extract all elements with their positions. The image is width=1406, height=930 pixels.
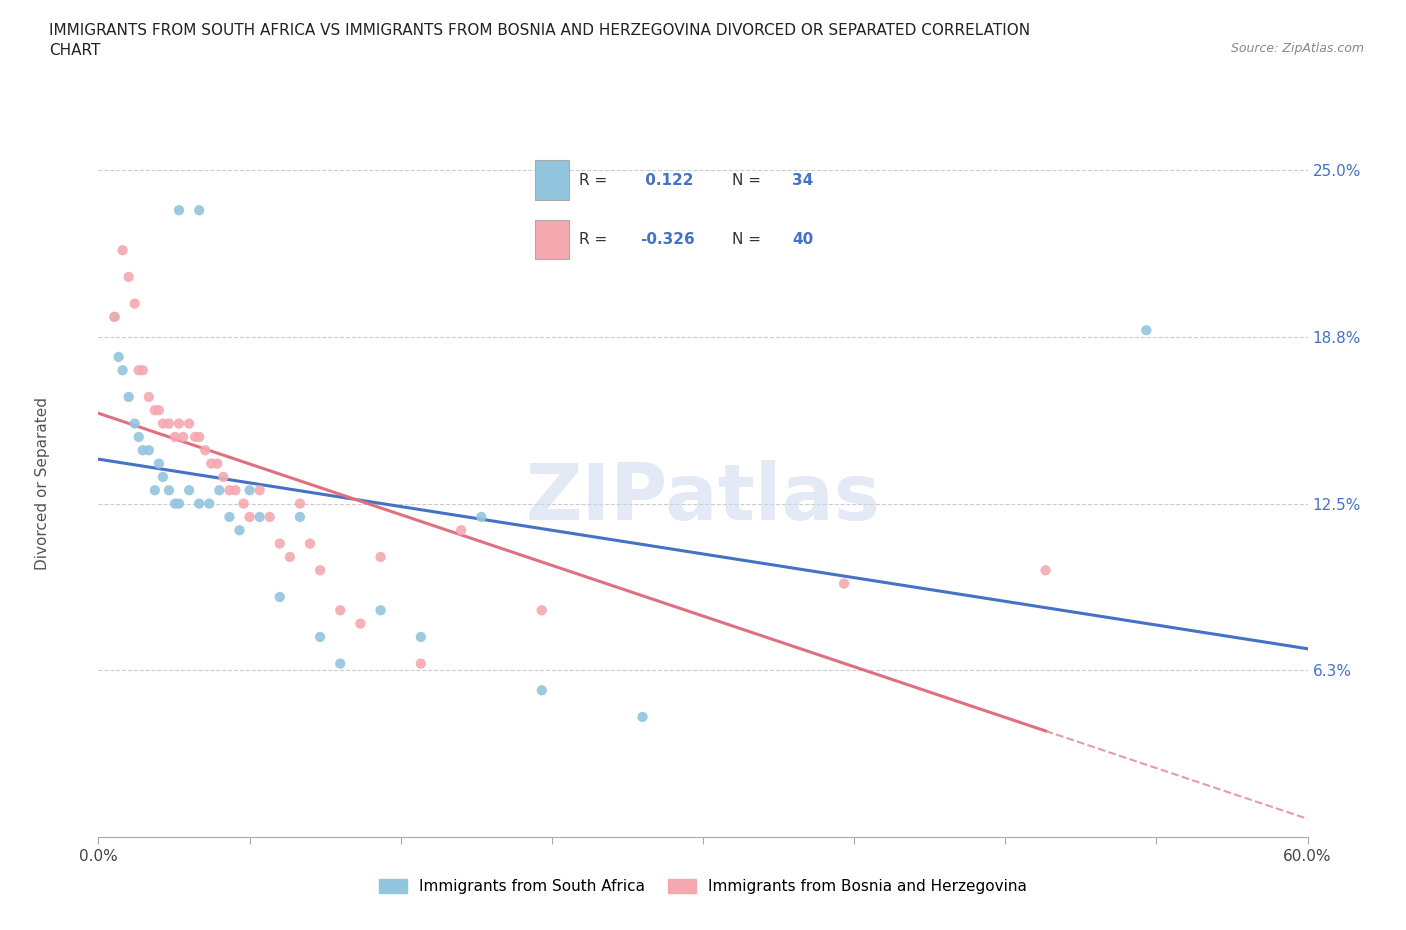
Point <box>409 657 432 671</box>
Point <box>309 630 332 644</box>
Point <box>288 510 311 525</box>
Point <box>172 430 194 445</box>
Point <box>329 657 352 671</box>
Point <box>228 523 250 538</box>
Point <box>309 563 332 578</box>
Point <box>148 456 170 471</box>
Point <box>249 483 271 498</box>
Point <box>349 617 371 631</box>
Point <box>239 510 262 525</box>
Point <box>103 310 125 325</box>
Point <box>179 483 201 498</box>
Point <box>530 683 553 698</box>
Point <box>167 497 190 512</box>
Point <box>450 523 472 538</box>
Point <box>124 416 146 431</box>
Point <box>198 497 221 512</box>
Point <box>107 350 129 365</box>
Point <box>409 630 432 644</box>
Point <box>152 470 174 485</box>
Point <box>138 443 160 458</box>
Point <box>132 443 155 458</box>
Point <box>143 483 166 498</box>
Point <box>208 483 231 498</box>
Point <box>118 270 141 285</box>
Point <box>143 403 166 418</box>
Point <box>370 550 392 565</box>
Text: Source: ZipAtlas.com: Source: ZipAtlas.com <box>1230 42 1364 55</box>
Point <box>132 363 155 378</box>
Point <box>239 483 262 498</box>
Point <box>163 430 186 445</box>
Point <box>288 497 311 512</box>
Point <box>259 510 281 525</box>
Point <box>152 416 174 431</box>
Point <box>138 390 160 405</box>
Point <box>188 497 211 512</box>
Point <box>111 243 134 258</box>
Point <box>249 510 271 525</box>
Point <box>157 483 180 498</box>
Point <box>269 590 291 604</box>
Point <box>278 550 301 565</box>
Point <box>188 203 211 218</box>
Point <box>218 483 240 498</box>
Legend: Immigrants from South Africa, Immigrants from Bosnia and Herzegovina: Immigrants from South Africa, Immigrants… <box>373 872 1033 900</box>
Point <box>470 510 492 525</box>
Point <box>299 537 322 551</box>
Point <box>124 296 146 311</box>
Point <box>128 363 150 378</box>
Point <box>184 430 207 445</box>
Point <box>167 416 190 431</box>
Point <box>1035 563 1057 578</box>
Point <box>269 537 291 551</box>
Point <box>200 456 222 471</box>
Point <box>212 470 235 485</box>
Point <box>128 430 150 445</box>
Point <box>329 603 352 618</box>
Point <box>188 430 211 445</box>
Point <box>111 363 134 378</box>
Point <box>118 390 141 405</box>
Text: ZIPatlas: ZIPatlas <box>526 459 880 536</box>
Point <box>530 603 553 618</box>
Point <box>179 416 201 431</box>
Point <box>103 310 125 325</box>
Point <box>167 203 190 218</box>
Point <box>148 403 170 418</box>
Text: IMMIGRANTS FROM SOUTH AFRICA VS IMMIGRANTS FROM BOSNIA AND HERZEGOVINA DIVORCED : IMMIGRANTS FROM SOUTH AFRICA VS IMMIGRAN… <box>49 23 1031 58</box>
Point <box>218 510 240 525</box>
Point <box>224 483 246 498</box>
Point <box>207 456 229 471</box>
Point <box>157 416 180 431</box>
Y-axis label: Divorced or Separated: Divorced or Separated <box>35 397 51 570</box>
Point <box>194 443 217 458</box>
Point <box>370 603 392 618</box>
Point <box>163 497 186 512</box>
Point <box>631 710 654 724</box>
Point <box>232 497 254 512</box>
Point <box>1135 323 1157 338</box>
Point <box>832 577 855 591</box>
